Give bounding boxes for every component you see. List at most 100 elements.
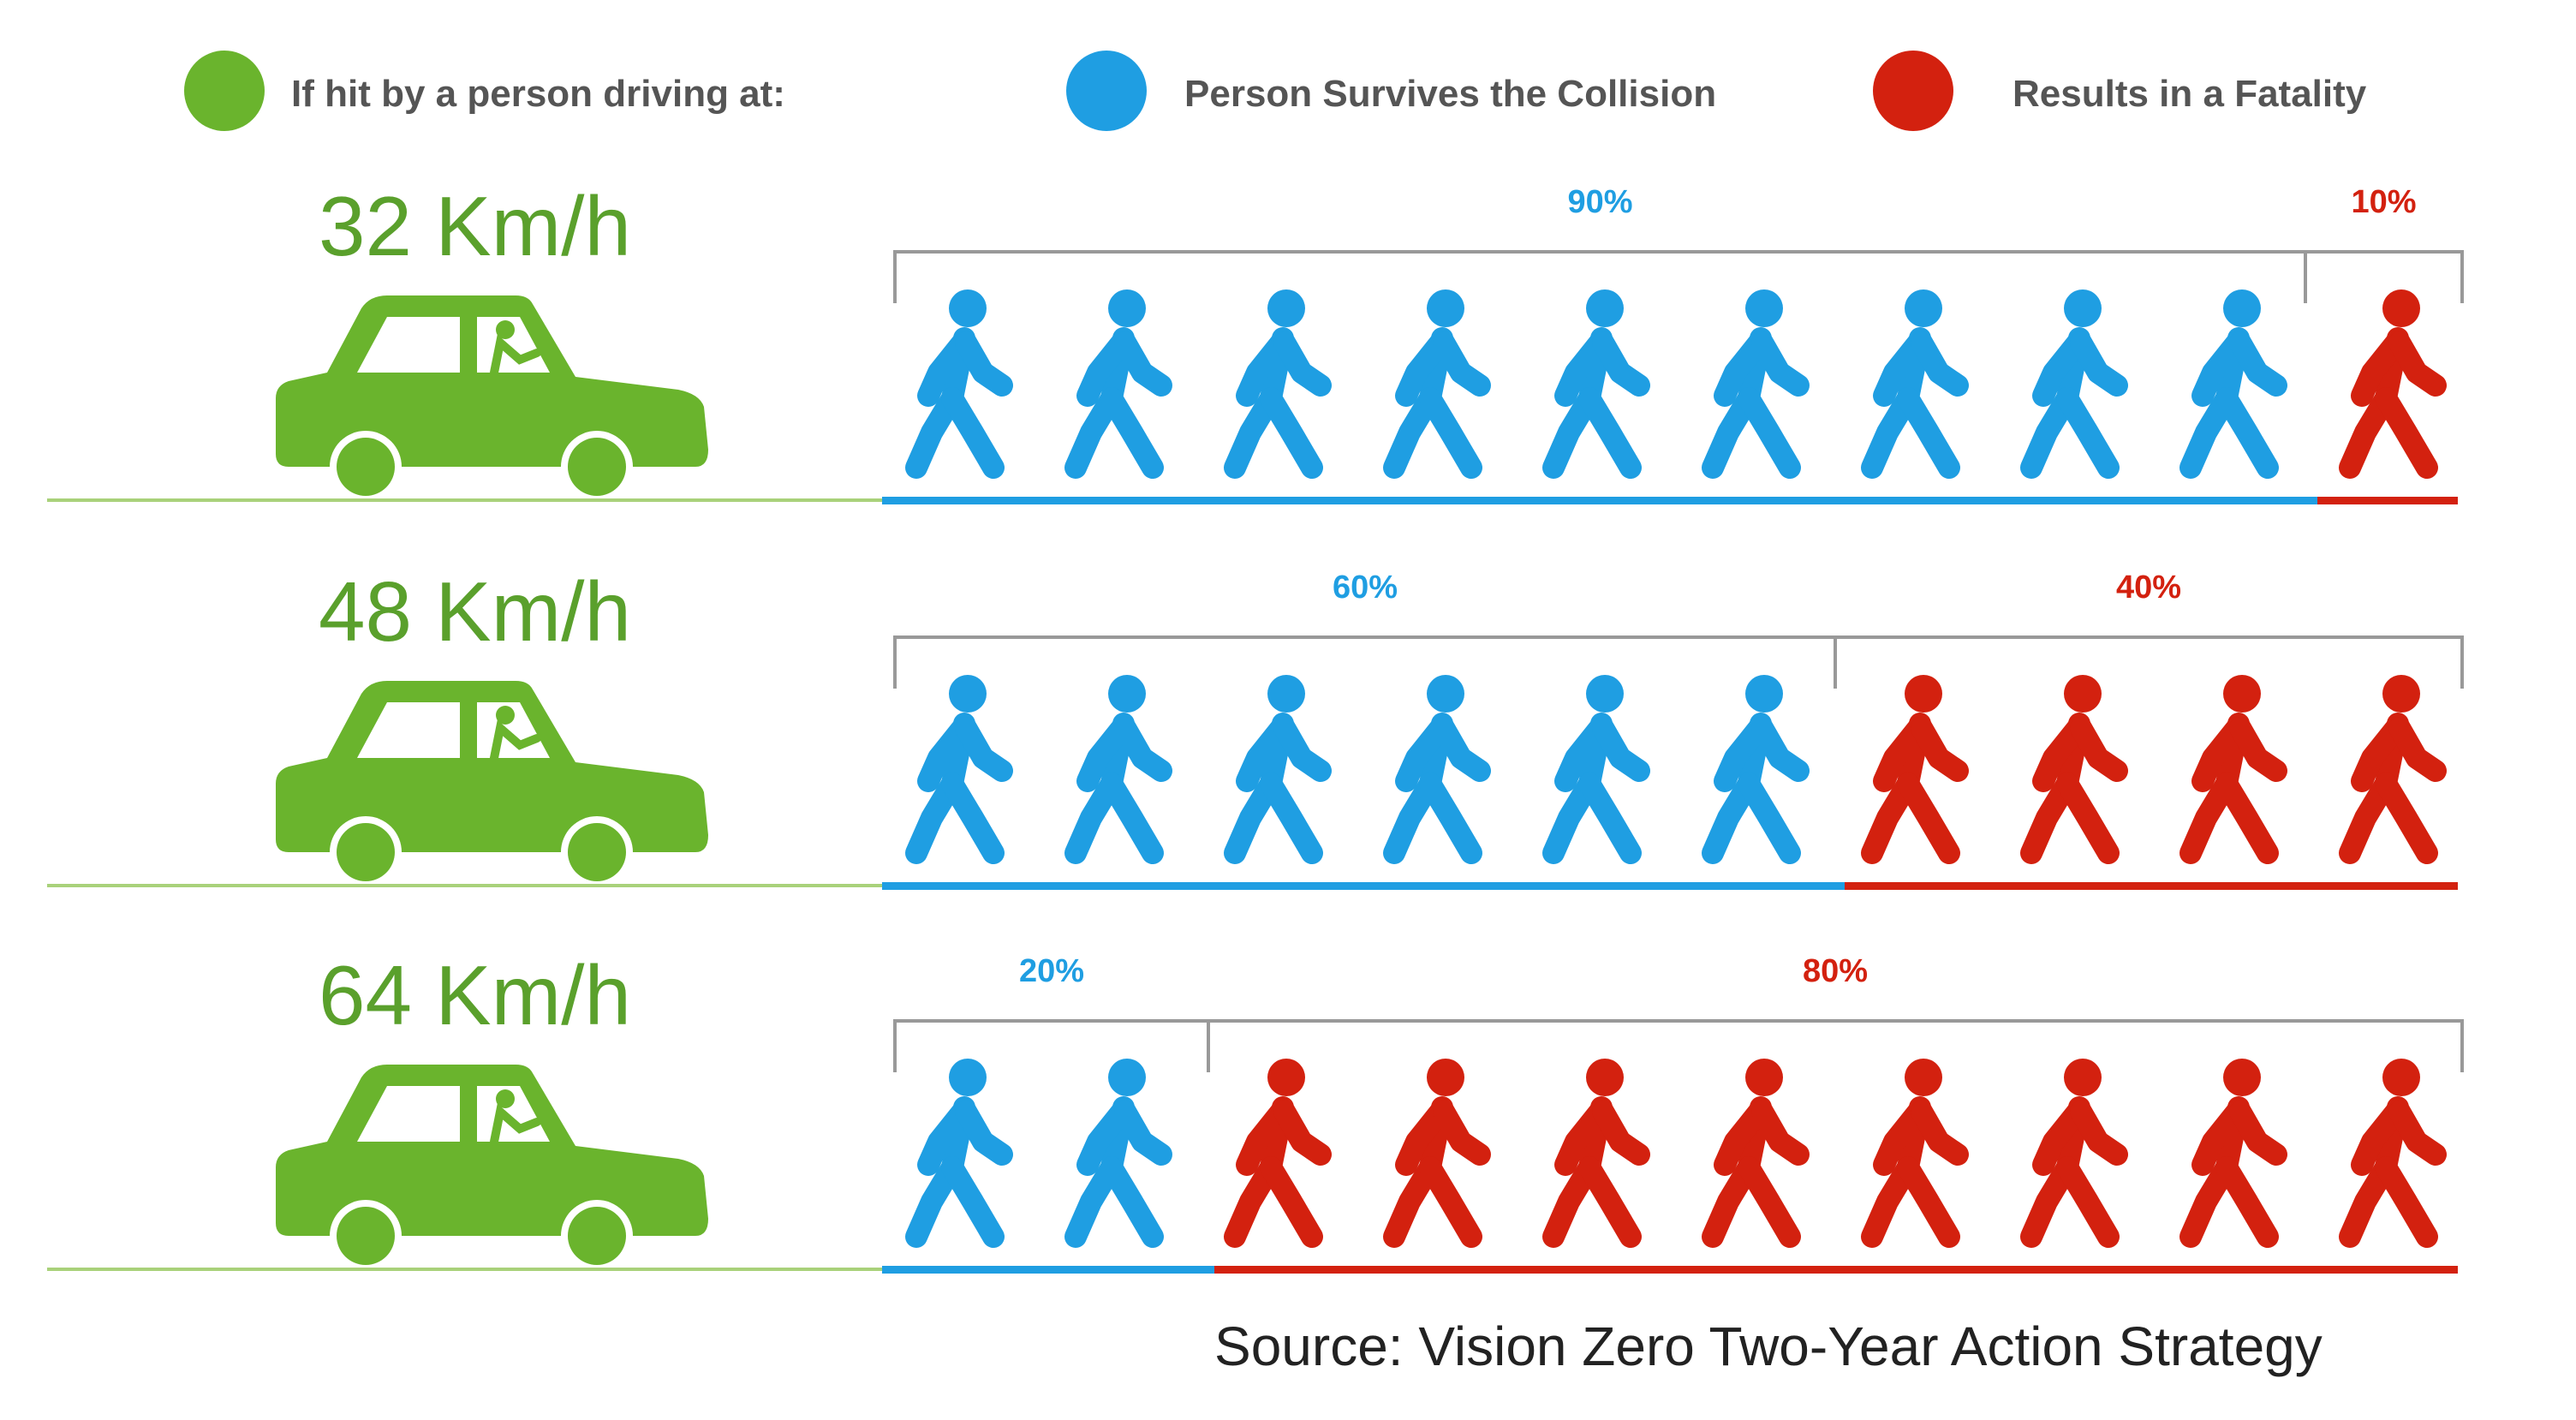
- fatal-pct-label: 40%: [2116, 570, 2181, 606]
- person-leg: [941, 387, 1005, 479]
- fatality-figure: [2339, 1059, 2447, 1248]
- survivor-figure: [1064, 1059, 1172, 1248]
- person-head: [1905, 675, 1942, 713]
- car-window-rear: [357, 702, 460, 758]
- car-wheel: [337, 1207, 395, 1265]
- person-arm: [2070, 331, 2128, 397]
- person-leg: [1224, 1156, 1282, 1248]
- person-leg: [1861, 1156, 1919, 1248]
- person-leg: [1578, 773, 1642, 864]
- person-arm: [1714, 1101, 1770, 1176]
- driver-body: [490, 334, 541, 377]
- person-leg: [905, 773, 963, 864]
- person-leg: [1064, 1156, 1123, 1248]
- person-leg: [1260, 387, 1323, 479]
- survivor-figure: [905, 289, 1013, 479]
- fatality-figure: [1702, 1059, 1810, 1248]
- survive-bar: [882, 882, 1845, 890]
- person-leg: [1224, 773, 1282, 864]
- car-wheel: [568, 438, 626, 496]
- person-leg: [905, 387, 963, 479]
- person-arm: [1273, 717, 1332, 782]
- person-head: [1586, 289, 1624, 327]
- person-leg: [1064, 387, 1123, 479]
- person-arm: [2032, 331, 2089, 407]
- person-arm: [2388, 717, 2447, 782]
- person-arm: [1714, 717, 1770, 792]
- person-leg: [1861, 387, 1919, 479]
- person-arm: [1076, 717, 1133, 792]
- person-leg: [1702, 1156, 1760, 1248]
- person-leg: [905, 1156, 963, 1248]
- person-head: [2382, 289, 2420, 327]
- person-arm: [2229, 717, 2287, 782]
- car-icon: [276, 681, 708, 888]
- person-leg: [1702, 387, 1760, 479]
- person-head: [949, 675, 987, 713]
- fatality-figure: [1383, 1059, 1491, 1248]
- survive-pct-label: 60%: [1333, 570, 1398, 606]
- person-head: [1267, 1059, 1305, 1096]
- person-leg: [2375, 387, 2438, 479]
- survivor-figure: [1702, 289, 1810, 479]
- survivor-figure: [1383, 289, 1491, 479]
- chart-rows: 32 Km/h 90% 10% 48 Km/h 60% 40% 64 Km/h 20% 80%: [47, 179, 2464, 1274]
- person-leg: [2179, 773, 2238, 864]
- person-arm: [2229, 331, 2287, 397]
- survivor-figure: [1861, 289, 1969, 479]
- person-head: [1905, 1059, 1942, 1096]
- legend: If hit by a person driving at: Person Su…: [184, 51, 2367, 131]
- person-arm: [1076, 331, 1133, 407]
- person-leg: [1419, 387, 1482, 479]
- fatality-figure: [2179, 675, 2287, 864]
- person-leg: [1419, 773, 1482, 864]
- person-arm: [917, 331, 974, 407]
- person-arm: [1433, 331, 1491, 397]
- person-head: [2064, 289, 2102, 327]
- speed-label: 48 Km/h: [319, 564, 631, 659]
- person-arm: [2388, 331, 2447, 397]
- survivor-figure: [1224, 675, 1332, 864]
- legend-survive-label: Person Survives the Collision: [1184, 73, 1716, 115]
- person-head: [2382, 675, 2420, 713]
- survivor-figure: [905, 1059, 1013, 1248]
- person-leg: [941, 1156, 1005, 1248]
- chart-row: 64 Km/h 20% 80%: [47, 948, 2464, 1274]
- person-leg: [2215, 773, 2279, 864]
- fatality-figure: [2339, 675, 2447, 864]
- person-leg: [1578, 387, 1642, 479]
- survivor-figure: [2179, 289, 2287, 479]
- person-arm: [1433, 1101, 1491, 1166]
- person-arm: [1433, 717, 1491, 782]
- person-head: [1108, 1059, 1146, 1096]
- person-leg: [1064, 773, 1123, 864]
- person-leg: [2179, 1156, 2238, 1248]
- legend-speed-swatch: [184, 51, 265, 131]
- person-leg: [1260, 1156, 1323, 1248]
- person-arm: [955, 331, 1013, 397]
- fatality-figure: [1861, 1059, 1969, 1248]
- person-arm: [1873, 717, 1929, 792]
- person-arm: [1873, 1101, 1929, 1176]
- survivor-figure: [1702, 675, 1810, 864]
- person-head: [1745, 289, 1783, 327]
- person-arm: [1911, 331, 1969, 397]
- person-arm: [2191, 1101, 2248, 1176]
- person-arm: [1911, 717, 1969, 782]
- person-arm: [2070, 717, 2128, 782]
- person-head: [1427, 675, 1464, 713]
- person-arm: [1236, 1101, 1292, 1176]
- person-leg: [1542, 1156, 1601, 1248]
- fatal-bar: [1845, 882, 2458, 890]
- person-head: [1108, 289, 1146, 327]
- person-head: [2223, 1059, 2261, 1096]
- person-leg: [2339, 1156, 2397, 1248]
- person-arm: [1114, 1101, 1172, 1166]
- person-leg: [1383, 773, 1441, 864]
- person-arm: [1911, 1101, 1969, 1166]
- person-leg: [2215, 1156, 2279, 1248]
- survivor-figure: [905, 675, 1013, 864]
- person-leg: [2056, 773, 2120, 864]
- car-window-rear: [357, 317, 460, 373]
- person-leg: [1702, 773, 1760, 864]
